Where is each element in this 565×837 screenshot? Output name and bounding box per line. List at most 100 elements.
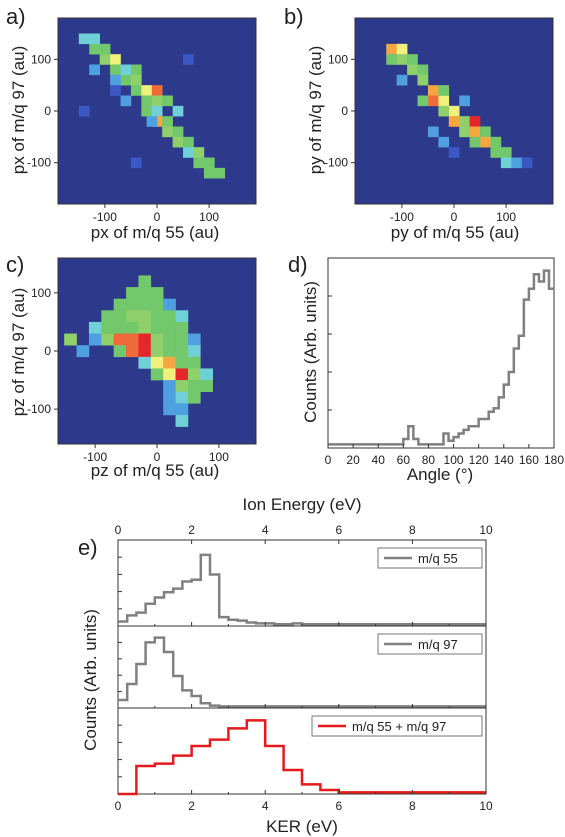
heatmap-cell xyxy=(99,54,111,65)
heatmap-cell xyxy=(200,368,213,381)
heatmap-cell xyxy=(175,321,189,334)
heatmap-cell xyxy=(113,345,127,358)
heatmap-cell xyxy=(469,136,481,148)
heatmap-cell xyxy=(187,345,201,358)
panel-letter-b: b) xyxy=(284,4,304,29)
heatmap-cell xyxy=(386,43,397,55)
legend-label: m/q 55 + m/q 97 xyxy=(352,719,446,734)
heatmap-cell xyxy=(126,321,139,334)
heatmap-cell xyxy=(175,356,189,369)
x-tick-label: 0 xyxy=(154,450,161,464)
x-tick-label: 140 xyxy=(494,453,514,467)
heatmap-cell xyxy=(163,380,176,392)
heatmap-cell xyxy=(126,345,139,358)
heatmap-cell xyxy=(183,54,194,65)
heatmap-cell xyxy=(120,95,132,107)
heatmap-cell xyxy=(113,310,127,323)
heatmap-cell xyxy=(448,105,460,117)
heatmap-cell xyxy=(480,126,491,138)
heatmap-cell xyxy=(126,298,139,311)
legend-label: m/q 97 xyxy=(418,637,458,652)
heatmap-cell xyxy=(150,345,164,358)
panel-letter-e: e) xyxy=(78,535,98,560)
heatmap-cell xyxy=(138,298,152,311)
y-tick-label: 100 xyxy=(328,52,348,66)
y-tick-label: -100 xyxy=(27,156,51,170)
heatmap-cell xyxy=(163,310,176,323)
heatmap-cell xyxy=(150,368,164,381)
ker-histograms: m/q 55 m/q 97 m/q 55 + m/q 97 0 2 4 6 8 10 0 2 4 6 8 1… xyxy=(115,523,493,813)
heatmap-cell xyxy=(138,333,152,346)
bottom-x-tick-label: 0 xyxy=(115,799,122,813)
heatmap-cell xyxy=(141,105,153,117)
x-tick-label: 100 xyxy=(444,453,464,467)
heatmap-cell xyxy=(101,333,114,346)
heatmap-cell xyxy=(200,380,213,392)
x-tick-label: 100 xyxy=(496,210,516,224)
heatmap-cell xyxy=(438,85,450,96)
heatmap-cell xyxy=(187,391,201,404)
x-tick-label: 20 xyxy=(346,453,360,467)
heatmap-cell xyxy=(396,74,408,86)
top-x-tick-label: 0 xyxy=(115,523,122,537)
heatmap-cell xyxy=(480,136,491,148)
legend-box xyxy=(377,633,483,655)
heatmap-cell xyxy=(146,116,158,127)
heatmap-cell xyxy=(172,105,184,117)
heatmap-cell xyxy=(110,74,121,86)
heatmap-cell xyxy=(500,157,512,169)
heatmap-cell xyxy=(130,74,142,86)
panel-letter-c: c) xyxy=(6,252,24,277)
heatmap-a-ylabel: px of m/q 97 (au) xyxy=(9,46,28,175)
heatmap-cell xyxy=(193,147,205,158)
heatmap-cell xyxy=(417,74,429,86)
heatmap-cell xyxy=(163,333,176,346)
heatmap-cell xyxy=(130,85,142,96)
heatmap-cell xyxy=(438,136,450,148)
heatmap-cell xyxy=(427,126,439,138)
heatmap-cell xyxy=(163,356,176,369)
ker-series-line xyxy=(118,636,486,708)
heatmap-cell xyxy=(126,333,139,346)
y-tick-label: 0 xyxy=(341,104,348,118)
heatmap-cell xyxy=(427,95,439,107)
heatmap-cell xyxy=(175,368,189,381)
heatmap-cell xyxy=(417,64,429,76)
y-tick-label: 100 xyxy=(31,52,51,66)
heatmap-cell xyxy=(101,321,114,334)
heatmap-a-xlabel: px of m/q 55 (au) xyxy=(91,223,220,242)
heatmap-cell xyxy=(110,54,121,65)
heatmap-b: -100 0 100 -100 0 100 xyxy=(324,17,554,224)
heatmap-cell xyxy=(193,157,205,169)
heatmap-cell xyxy=(150,321,164,334)
heatmap-cell xyxy=(183,147,194,158)
heatmap-cell xyxy=(214,167,226,179)
ker-series-line xyxy=(118,719,486,796)
heatmap-cell xyxy=(162,126,173,138)
x-tick-label: 0 xyxy=(325,453,332,467)
x-tick-label: 0 xyxy=(154,210,161,224)
heatmap-cell xyxy=(438,95,450,107)
heatmap-cell xyxy=(101,310,114,323)
heatmap-cell xyxy=(138,275,152,288)
heatmap-cell xyxy=(187,333,201,346)
y-tick-label: 0 xyxy=(44,344,51,358)
x-tick-label: -100 xyxy=(83,450,107,464)
legend-box xyxy=(377,547,483,569)
heatmap-cell xyxy=(187,380,201,392)
heatmap-cell xyxy=(187,368,201,381)
heatmap-cell xyxy=(469,126,481,138)
ker-xlabel: KER (eV) xyxy=(266,817,338,836)
heatmap-cell xyxy=(490,136,502,148)
heatmap-cell xyxy=(163,403,176,416)
heatmap-cell xyxy=(175,414,189,427)
heatmap-cell xyxy=(459,116,470,127)
heatmap-b-xlabel: py of m/q 55 (au) xyxy=(391,223,520,242)
heatmap-cell xyxy=(163,345,176,358)
bottom-x-tick-label: 10 xyxy=(479,799,493,813)
heatmap-cell xyxy=(172,136,184,148)
heatmap-cell xyxy=(396,54,408,65)
x-tick-label: 160 xyxy=(519,453,539,467)
heatmap-cell xyxy=(130,64,142,76)
